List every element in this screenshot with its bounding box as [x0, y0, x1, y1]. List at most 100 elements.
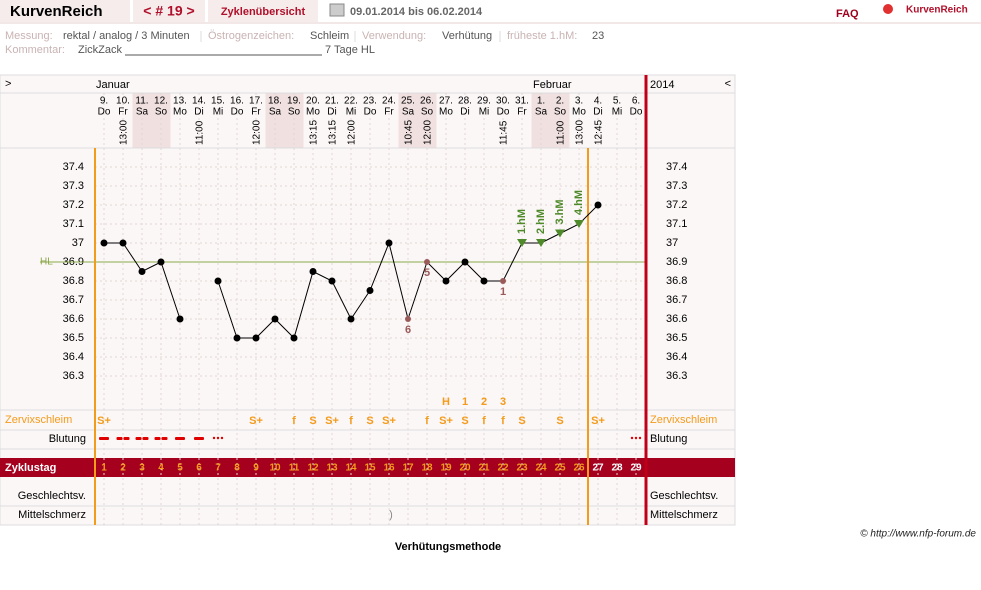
day-label: 28.: [458, 96, 472, 107]
day-label: 25.: [401, 96, 415, 107]
mucus-symbol: S+: [325, 415, 339, 427]
weekday-label: Mo: [439, 107, 453, 118]
mittelschmerz-mark: ): [389, 509, 393, 521]
info-label: Östrogenzeichen:: [208, 30, 294, 42]
temperature-point: [271, 315, 279, 323]
weekday-label: Mo: [306, 107, 320, 118]
day-label: 13.: [173, 96, 187, 107]
mucus-symbol: S+: [97, 415, 111, 427]
cycle-day: 27: [592, 463, 604, 474]
bleeding-dash: [194, 437, 204, 440]
cycle-day: 26: [573, 463, 585, 474]
excluded-point: [424, 259, 430, 265]
bleeding-dash: [116, 437, 123, 440]
weekday-label: Do: [231, 107, 244, 118]
weekend-shade: [417, 93, 437, 148]
hm-point: [574, 220, 584, 228]
weekday-label: Sa: [136, 107, 149, 118]
time-label: 12:00: [347, 120, 358, 145]
day-label: 18.: [268, 96, 282, 107]
y-tick-label: 36.4: [63, 351, 84, 363]
mucus-symbol: f: [292, 415, 296, 427]
bleeding-dash: [99, 437, 109, 440]
weekend-shade: [531, 93, 551, 148]
cycle-day: 14: [345, 463, 357, 474]
day-label: 26.: [420, 96, 434, 107]
temperature-point: [594, 201, 602, 209]
month-label: Februar: [533, 79, 572, 91]
cycle-day: 2: [120, 463, 126, 474]
weekday-label: Fr: [118, 107, 128, 118]
mucus-symbol: S: [309, 415, 316, 427]
row-label-right: Mittelschmerz: [650, 509, 718, 521]
time-label: 11:00: [556, 120, 567, 145]
year: 2014: [650, 79, 674, 91]
mucus-symbol: S+: [382, 415, 396, 427]
hm-label: 2.hM: [535, 209, 547, 234]
day-label: 30.: [496, 96, 510, 107]
excluded-label: 5: [424, 267, 430, 279]
y-tick-label-right: 36.7: [666, 294, 687, 306]
day-label: 3.: [575, 96, 583, 107]
hm-point: [517, 239, 527, 247]
peak-label: H: [442, 396, 450, 408]
bleeding-dash: [135, 437, 142, 440]
temperature-point: [100, 239, 108, 247]
cycle-day: 12: [307, 463, 319, 474]
day-label: 19.: [287, 96, 301, 107]
cycle-day-band: [0, 458, 735, 477]
cycle-day: 4: [158, 463, 164, 474]
month-label: Januar: [96, 79, 130, 91]
brand-icon: [883, 4, 893, 14]
y-tick-label: 36.8: [63, 275, 84, 287]
time-label: 11:45: [499, 120, 510, 145]
cycle-day: 18: [421, 463, 433, 474]
spotting-dot: [638, 436, 642, 440]
mucus-symbol: f: [425, 415, 429, 427]
print-icon[interactable]: [329, 3, 345, 17]
y-tick-label-right: 36.6: [666, 313, 687, 325]
mucus-symbol: S+: [439, 415, 453, 427]
temperature-point: [309, 268, 317, 275]
time-label: 11:00: [195, 120, 206, 145]
y-tick-label: 36.6: [63, 313, 84, 325]
y-tick-label: 37.1: [63, 218, 84, 230]
overview-box[interactable]: [208, 0, 318, 22]
cycle-day: 11: [289, 463, 300, 474]
cycle-day: 3: [139, 463, 145, 474]
mucus-symbol: S: [556, 415, 563, 427]
weekday-label: Di: [593, 107, 602, 118]
faq-link[interactable]: FAQ: [836, 8, 859, 20]
bleeding-mark: [99, 437, 109, 440]
temperature-point: [290, 334, 298, 342]
day-label: 29.: [477, 96, 491, 107]
temperature-point: [366, 287, 374, 294]
info-value: Verhütung: [442, 30, 492, 42]
info-label: früheste 1.hM:: [507, 30, 577, 42]
day-label: 15.: [211, 96, 225, 107]
day-label: 14.: [192, 96, 206, 107]
weekday-label: Di: [194, 107, 203, 118]
weekday-label: Mi: [213, 107, 224, 118]
weekday-label: Mi: [612, 107, 623, 118]
overview-link[interactable]: Zyklenübersicht: [221, 6, 306, 18]
mucus-symbol: S: [366, 415, 373, 427]
cycle-day: 20: [459, 463, 471, 474]
time-label: 10:45: [404, 120, 415, 145]
y-tick-label-right: 36.8: [666, 275, 687, 287]
y-tick-label-right: 36.4: [666, 351, 687, 363]
nav-box[interactable]: [133, 0, 205, 22]
y-tick-label-right: 37.4: [666, 161, 687, 173]
y-tick-label-right: 36.9: [666, 256, 687, 268]
bleeding-dash: [123, 437, 130, 440]
copyright: © http://www.nfp-forum.de: [860, 529, 976, 540]
temperature-point: [157, 258, 165, 266]
day-label: 22.: [344, 96, 358, 107]
y-tick-label: 37.2: [63, 199, 84, 211]
row-label: Zyklustag: [5, 462, 56, 474]
day-label: 20.: [306, 96, 320, 107]
spotting-dot: [634, 436, 638, 440]
cycle-nav[interactable]: < # 19 >: [143, 3, 194, 19]
weekday-label: Sa: [402, 107, 415, 118]
